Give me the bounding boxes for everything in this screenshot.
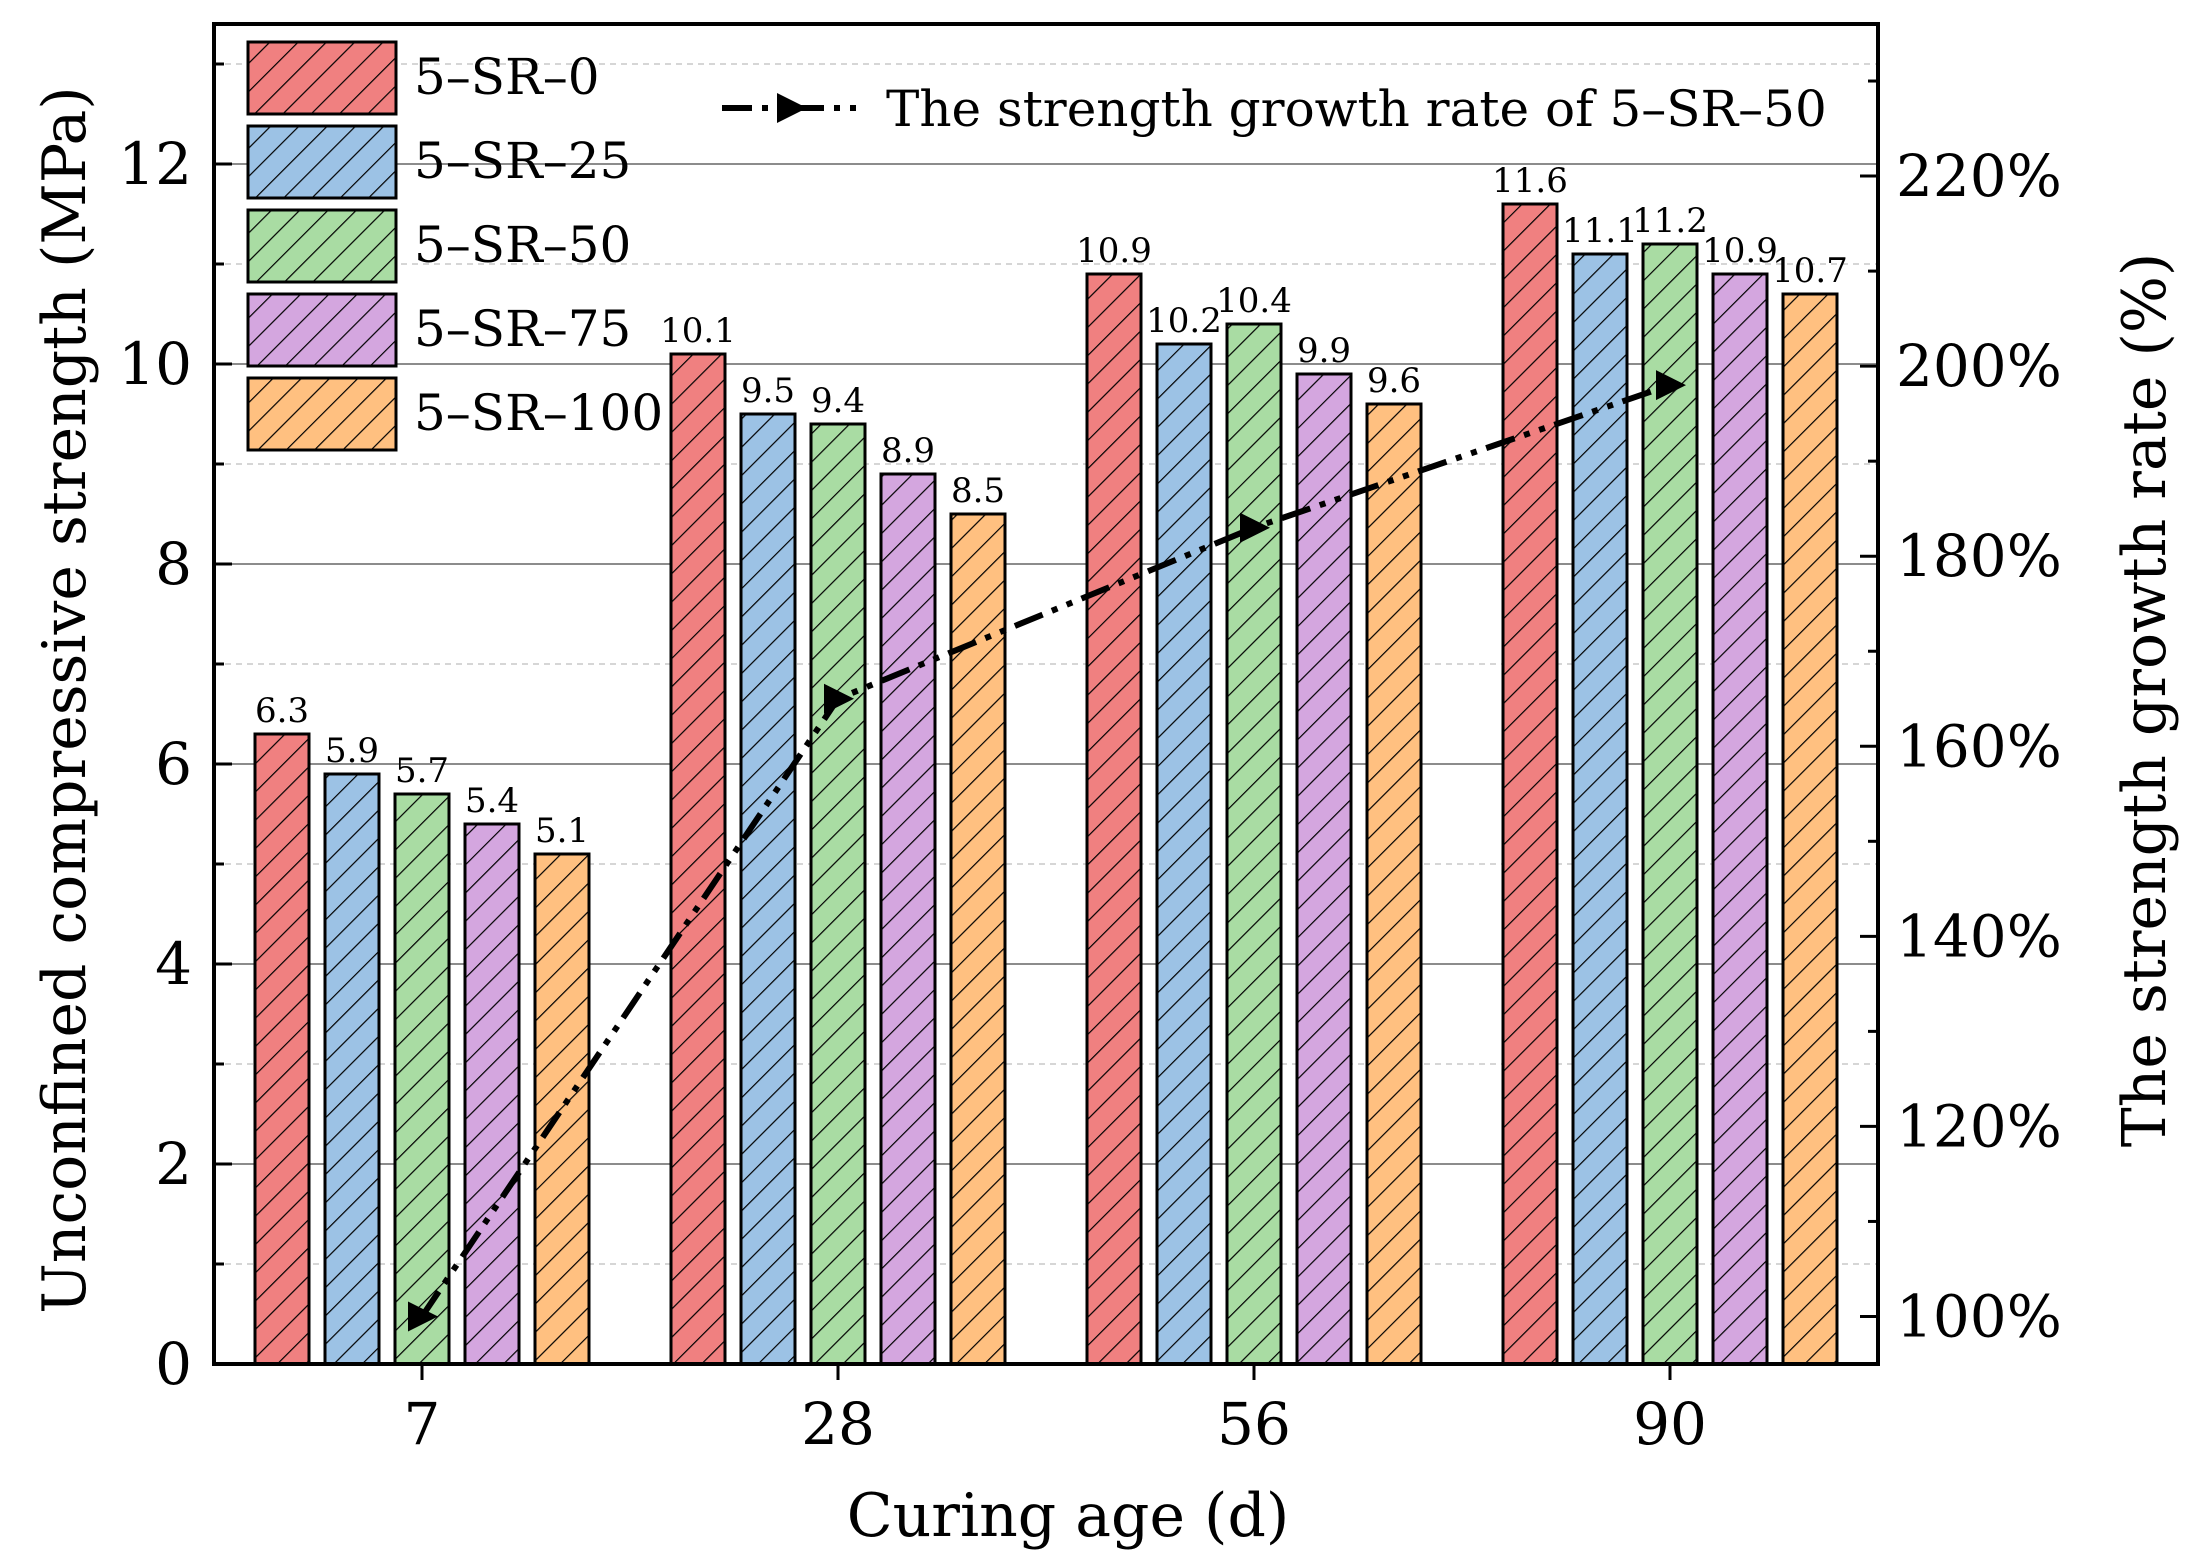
- axes: 0 2 4 6 8 10 12 100% 120% 140% 160% 180% 200% 220% 7 28…: [118, 22, 2062, 1458]
- bar-value-labels: 6.3 10.1 10.9 11.6 5.9 9.5 10.2 11.1 5.7 9.4 10.4 1…: [255, 161, 1848, 851]
- bar-value-label: 11.2: [1632, 201, 1708, 241]
- legend-label: 5–SR–50: [414, 216, 631, 274]
- y2-tick-label: 160%: [1896, 712, 2062, 780]
- bar-hatch: [1781, 292, 1839, 1366]
- bar-hatch: [1085, 272, 1143, 1366]
- bar-hatch: [1711, 272, 1769, 1366]
- y2-axis-label: The strength growth rate (%): [2110, 253, 2180, 1148]
- growth-rate-marker: [824, 683, 854, 714]
- bar-value-label: 9.6: [1367, 361, 1421, 401]
- y-axis-label: Unconfined compressive strength (MPa): [30, 86, 100, 1313]
- bar-hatch: [1641, 242, 1699, 1366]
- bar-hatch: [323, 772, 381, 1366]
- plot-frame: [212, 22, 1880, 1366]
- y2-tick-label: 100%: [1896, 1282, 2062, 1350]
- bar-hatch: [1155, 342, 1213, 1366]
- legend-swatch-hatch: [246, 292, 398, 368]
- bar-hatch: [809, 422, 867, 1366]
- legend-label: 5–SR–100: [414, 384, 663, 442]
- x-tick-label: 28: [801, 1390, 875, 1458]
- bar-hatch: [949, 512, 1007, 1366]
- legend-label: 5–SR–25: [414, 132, 631, 190]
- legend: 5–SR–0 5–SR–25 5–SR–50 5–SR–75 5–SR–100 The s…: [246, 40, 1827, 452]
- bar-hatch: [1571, 252, 1629, 1366]
- bar-value-label: 10.1: [660, 311, 736, 351]
- legend-line-marker: [777, 93, 807, 123]
- growth-rate-marker: [408, 1301, 438, 1332]
- growth-rate-marker: [1240, 512, 1270, 543]
- bar-value-label: 9.4: [811, 381, 865, 421]
- bar-hatch: [1225, 322, 1283, 1366]
- legend-swatch-hatch: [246, 376, 398, 452]
- y-tick-label: 0: [155, 1330, 192, 1398]
- bar-value-label: 8.5: [951, 471, 1005, 511]
- bar-value-label: 11.1: [1562, 211, 1638, 251]
- bar-hatch: [463, 822, 521, 1366]
- y-tick-label: 10: [118, 330, 192, 398]
- bar-value-label: 10.9: [1702, 231, 1778, 271]
- bar-hatch: [393, 792, 451, 1366]
- bar-value-label: 10.2: [1146, 301, 1222, 341]
- growth-rate-polyline: [419, 382, 1671, 1319]
- y2-tick-label: 220%: [1896, 142, 2062, 210]
- bar-value-label: 6.3: [255, 691, 309, 731]
- x-tick-label: 7: [404, 1390, 441, 1458]
- bar-value-label: 5.9: [325, 731, 379, 771]
- bar-value-label: 5.4: [465, 781, 519, 821]
- bar-value-label: 5.1: [535, 811, 589, 851]
- legend-swatch-hatch: [246, 124, 398, 200]
- bar-hatch: [253, 732, 311, 1366]
- y-tick-label: 4: [155, 930, 192, 998]
- y2-tick-label: 120%: [1896, 1092, 2062, 1160]
- bar-hatch: [533, 852, 591, 1366]
- x-axis-label: Curing age (d): [847, 1481, 1290, 1551]
- growth-rate-line: [408, 370, 1686, 1332]
- bar-hatch: [1365, 402, 1423, 1366]
- legend-swatch-hatch: [246, 208, 398, 284]
- bar-hatch: [1501, 202, 1559, 1366]
- y-tick-label: 12: [118, 130, 192, 198]
- y-tick-label: 8: [155, 530, 192, 598]
- bar-hatch: [879, 472, 937, 1366]
- legend-label: 5–SR–75: [414, 300, 631, 358]
- x-tick-label: 90: [1633, 1390, 1707, 1458]
- legend-line-label: The strength growth rate of 5–SR–50: [886, 80, 1827, 138]
- bar-value-label: 11.6: [1492, 161, 1568, 201]
- y2-tick-label: 180%: [1896, 522, 2062, 590]
- bar-value-label: 5.7: [395, 751, 449, 791]
- y2-tick-label: 200%: [1896, 332, 2062, 400]
- bar-value-label: 9.5: [741, 371, 795, 411]
- growth-rate-marker: [1656, 370, 1686, 401]
- bars: [253, 202, 1839, 1366]
- y-tick-label: 6: [155, 730, 192, 798]
- bar-hatch: [1295, 372, 1353, 1366]
- legend-swatch-hatch: [246, 40, 398, 116]
- bar-hatch: [669, 352, 727, 1366]
- bar-value-label: 10.7: [1772, 251, 1848, 291]
- bar-hatch: [739, 412, 797, 1366]
- y2-tick-label: 140%: [1896, 902, 2062, 970]
- y-tick-label: 2: [155, 1130, 192, 1198]
- x-tick-label: 56: [1217, 1390, 1291, 1458]
- bar-value-label: 8.9: [881, 431, 935, 471]
- bar-value-label: 10.9: [1076, 231, 1152, 271]
- bar-value-label: 9.9: [1297, 331, 1351, 371]
- legend-label: 5–SR–0: [414, 48, 600, 106]
- bar-value-label: 10.4: [1216, 281, 1292, 321]
